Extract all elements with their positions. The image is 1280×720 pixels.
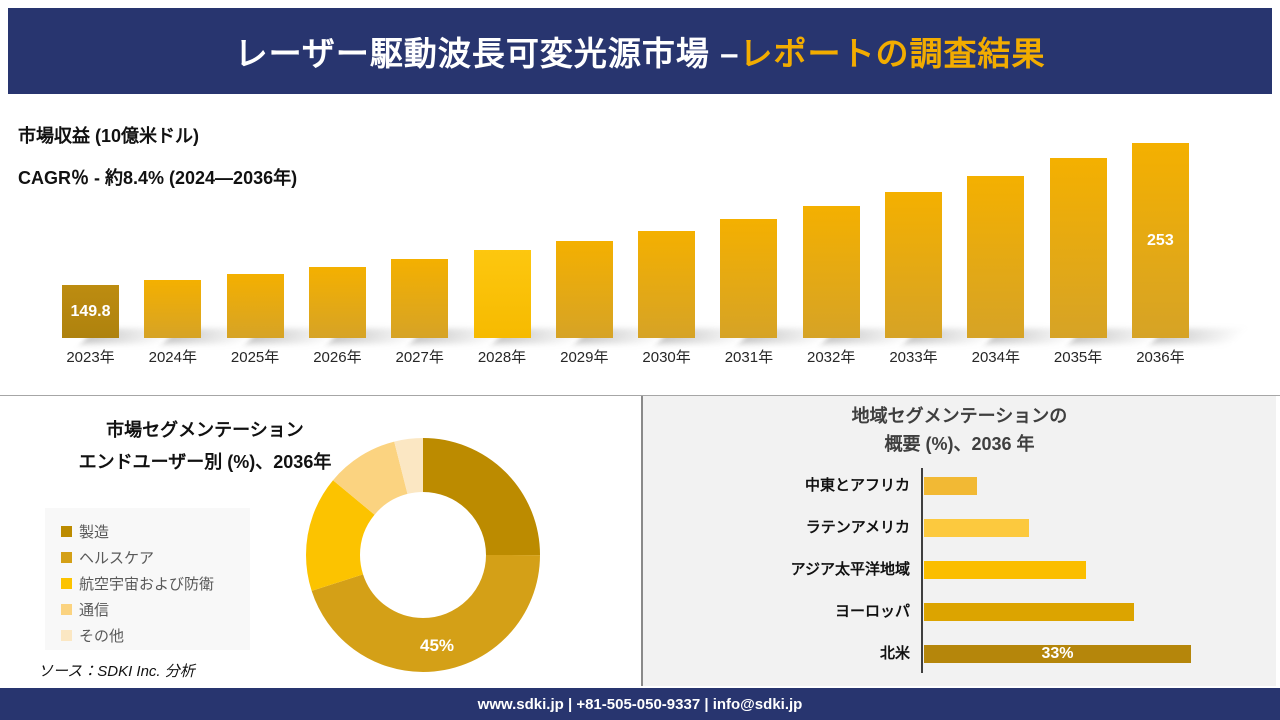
donut-data-label: 45% — [419, 636, 455, 655]
footer-bar: www.sdki.jp | +81-505-050-9337 | info@sd… — [0, 688, 1280, 720]
legend-label: 通信 — [79, 601, 110, 619]
regional-label-アジア太平洋地域: アジア太平洋地域 — [790, 561, 910, 578]
donut-title-line1: 市場セグメンテーション — [106, 420, 304, 440]
legend-label: 航空宇宙および防衛 — [79, 575, 215, 593]
x-axis-label-2034年: 2034年 — [971, 349, 1020, 366]
page-title: レーザー駆動波長可変光源市場 –レポートの調査結果 — [235, 27, 1046, 75]
regional-title-line1: 地域セグメンテーションの — [851, 406, 1068, 426]
revenue-bar-2036年: 253 — [1131, 143, 1189, 338]
legend-item-通信: 通信 — [61, 596, 250, 622]
revenue-bar-2026年 — [308, 267, 366, 338]
donut-chart — [306, 438, 540, 672]
source-note: ソース：SDKI Inc. 分析 — [38, 663, 195, 680]
enduser-donut-section: 市場セグメンテーション エンドユーザー別 (%)、2036年 製造ヘルスケア航空… — [0, 396, 641, 688]
regional-label-北米: 北米 — [879, 645, 910, 662]
revenue-bar-2024年 — [144, 280, 202, 338]
revenue-chart-title: 市場収益 (10億米ドル) — [18, 126, 200, 146]
regional-data-label: 33% — [1041, 645, 1074, 662]
donut-title: 市場セグメンテーション エンドユーザー別 (%)、2036年 — [0, 414, 410, 478]
legend-label: その他 — [79, 627, 125, 645]
x-axis-label-2023年: 2023年 — [66, 349, 115, 366]
legend-swatch — [61, 603, 72, 615]
x-axis-label-2025年: 2025年 — [230, 349, 280, 366]
revenue-bar-2029年 — [555, 241, 613, 338]
x-axis-label-2027年: 2027年 — [395, 349, 444, 366]
revenue-bar-2025年 — [226, 274, 284, 338]
legend-swatch — [61, 577, 72, 589]
legend-item-ヘルスケア: ヘルスケア — [61, 544, 250, 570]
revenue-bar-2027年 — [391, 259, 449, 338]
page-title-accent: レポートの調査結果 — [739, 35, 1046, 72]
revenue-chart-cagr: CAGR％ - 約8.4% (2024―2036年) — [18, 168, 298, 188]
x-axis-label-2033年: 2033年 — [889, 349, 938, 366]
header-banner: レーザー駆動波長可変光源市場 –レポートの調査結果 — [8, 8, 1272, 94]
x-axis-label-2026年: 2026年 — [313, 349, 362, 366]
revenue-bar-2030年 — [638, 231, 696, 338]
revenue-bar-2035年 — [1049, 158, 1107, 338]
x-axis-label-2028年: 2028年 — [477, 349, 527, 366]
revenue-chart-section: 市場収益 (10億米ドル) CAGR％ - 約8.4% (2024―2036年)… — [0, 94, 1280, 395]
regional-bar-中東とアフリカ — [924, 477, 977, 495]
revenue-bar-2034年 — [967, 176, 1025, 338]
legend-swatch — [61, 629, 72, 641]
bar-data-label: 253 — [1147, 231, 1174, 249]
x-axis-label-2036年: 2036年 — [1136, 349, 1185, 366]
revenue-bar-2023年: 149.8 — [62, 285, 119, 338]
x-axis-label-2030年: 2030年 — [642, 349, 691, 366]
section-divider — [0, 395, 1280, 396]
page-title-main: レーザー駆動波長可変光源市場 – — [234, 35, 740, 72]
legend-item-その他: その他 — [61, 622, 250, 648]
legend-item-航空宇宙および防衛: 航空宇宙および防衛 — [61, 570, 250, 596]
regional-bar-北米: 33% — [924, 645, 1191, 663]
regional-bar-ラテンアメリカ — [924, 519, 1029, 537]
regional-axis-line — [921, 468, 923, 673]
legend-label: ヘルスケア — [79, 549, 155, 567]
x-axis-label-2029年: 2029年 — [560, 349, 609, 366]
donut-slice-航空宇宙および防衛 — [306, 438, 540, 672]
regional-chart-panel: 地域セグメンテーションの 概要 (%)、2036 年 中東とアフリカ ラテンアメリ… — [641, 396, 1276, 686]
donut-title-line2: エンドユーザー別 (%)、2036年 — [78, 452, 332, 472]
x-axis-label-2031年: 2031年 — [724, 349, 774, 366]
regional-title-line2: 概要 (%)、2036 年 — [884, 434, 1035, 454]
regional-title: 地域セグメンテーションの 概要 (%)、2036 年 — [643, 402, 1276, 458]
revenue-bar-2028年 — [473, 250, 531, 338]
regional-label-ヨーロッパ: ヨーロッパ — [834, 603, 910, 620]
legend-item-製造: 製造 — [61, 518, 250, 544]
bar-data-label: 149.8 — [70, 302, 111, 320]
footer-contact: www.sdki.jp | +81-505-050-9337 | info@sd… — [477, 695, 803, 713]
regional-bar-ヨーロッパ — [924, 603, 1134, 621]
donut-slice-ヘルスケア — [306, 438, 540, 672]
donut-legend: 製造ヘルスケア航空宇宙および防衛 通信その他 — [45, 508, 250, 650]
legend-swatch — [61, 551, 72, 563]
revenue-bar-2031年 — [720, 219, 778, 338]
regional-label-中東とアフリカ: 中東とアフリカ — [804, 477, 910, 494]
legend-label: 製造 — [79, 523, 110, 541]
x-axis-label-2032年: 2032年 — [807, 349, 856, 366]
regional-label-ラテンアメリカ: ラテンアメリカ — [805, 519, 910, 536]
x-axis-label-2035年: 2035年 — [1053, 349, 1103, 366]
revenue-bar-2033年 — [885, 192, 942, 338]
x-axis-label-2024年: 2024年 — [148, 349, 197, 366]
regional-bar-アジア太平洋地域 — [924, 561, 1086, 579]
legend-swatch — [61, 525, 72, 537]
revenue-bar-2032年 — [802, 206, 860, 338]
donut-slice-その他 — [306, 438, 540, 672]
